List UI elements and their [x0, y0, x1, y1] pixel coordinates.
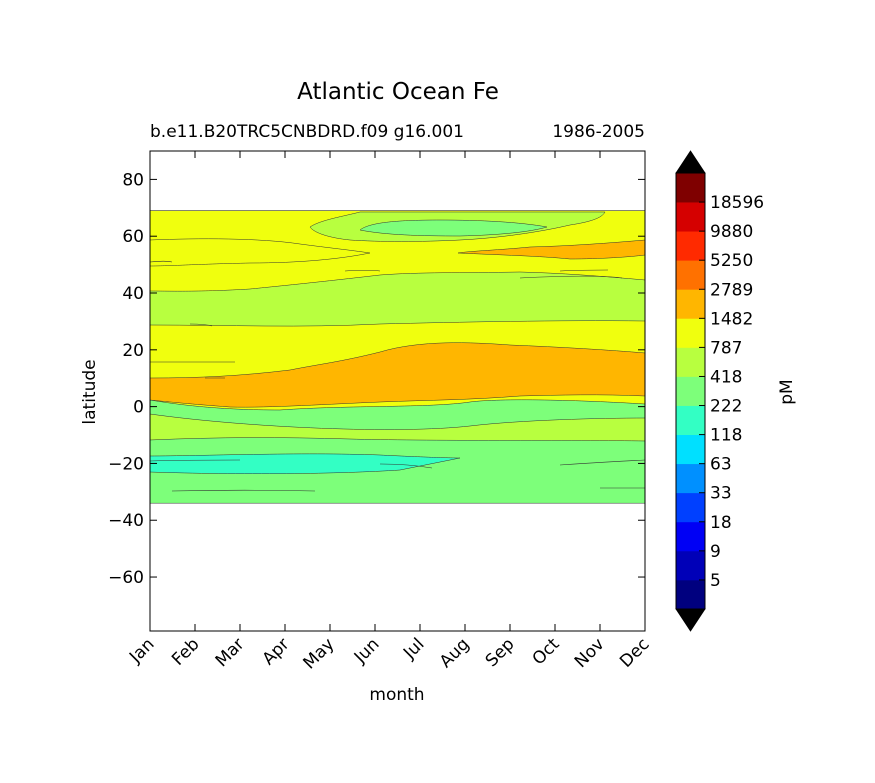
contour-band-tropical-2789 — [150, 342, 645, 408]
chart-subtitle-right: 1986-2005 — [552, 122, 645, 142]
colorbar-tick-label: 18596 — [710, 193, 764, 213]
x-axis-label: month — [369, 685, 424, 705]
x-tick-label: Apr — [259, 634, 294, 669]
contour-band-south-222 — [150, 453, 461, 474]
y-tick-label: 80 — [122, 170, 144, 190]
y-tick-label: −60 — [108, 568, 144, 588]
x-tick-label: Oct — [529, 634, 564, 669]
x-tick-label: Aug — [436, 634, 474, 672]
colorbar: 5 9 18 33 63 118 222 418 787 1482 2789 5250 9880 1859… — [675, 150, 764, 632]
contour-band-east-2789 — [457, 239, 645, 260]
colorbar-label: pM — [777, 379, 797, 404]
contour-band-north-418 — [359, 219, 548, 237]
colorbar-tick-label: 2789 — [710, 280, 753, 300]
plot-frame — [149, 150, 646, 632]
contour-line-s5 — [559, 459, 645, 466]
x-tick-label: Jul — [399, 634, 428, 663]
colorbar-tick-label: 9880 — [710, 222, 753, 242]
y-tick-label: −40 — [108, 511, 144, 531]
contour-line-s1 — [150, 459, 241, 462]
contour-fills — [150, 210, 645, 504]
colorbar-extend-over — [675, 150, 706, 174]
colorbar-segment — [676, 463, 705, 494]
y-axis-label: latitude — [80, 359, 100, 424]
x-tick-label: Sep — [482, 634, 519, 671]
colorbar-segment — [676, 579, 705, 610]
y-tick-label: 0 — [133, 398, 144, 418]
colorbar-segment — [676, 289, 705, 319]
colorbar-segment — [676, 376, 705, 406]
y-tick-label: 60 — [122, 227, 144, 247]
colorbar-segment — [676, 434, 705, 465]
colorbar-tick-label: 18 — [710, 513, 732, 533]
contour-line-n1 — [150, 260, 173, 263]
colorbar-segment — [676, 550, 705, 581]
colorbar-tick-label: 222 — [710, 397, 742, 417]
x-tick-label: Jan — [125, 634, 158, 667]
colorbar-tick-label: 33 — [710, 484, 732, 504]
colorbar-frame — [675, 172, 706, 610]
y-tick-label: −20 — [108, 454, 144, 474]
colorbar-tick-label: 9 — [710, 542, 721, 562]
contour-line-s3 — [379, 463, 433, 469]
colorbar-tick-label: 418 — [710, 367, 742, 387]
contour-line-m1 — [189, 323, 213, 327]
colorbar-segment — [676, 231, 705, 261]
x-tick-label: Jun — [350, 634, 384, 668]
contour-line-n2 — [344, 269, 381, 272]
chart-title: Atlantic Ocean Fe — [297, 79, 499, 105]
x-tick-label: Feb — [168, 634, 203, 669]
colorbar-segment — [676, 492, 705, 523]
y-axis: 80 60 40 20 0 −20 −40 −60 — [108, 170, 645, 588]
contour-line-n4 — [519, 275, 623, 279]
contour-band-midlat-787 — [150, 271, 645, 327]
colorbar-extend-under — [675, 608, 706, 632]
colorbar-tick-label: 5250 — [710, 251, 753, 271]
colorbar-segment — [676, 405, 705, 435]
y-tick-label: 20 — [122, 341, 144, 361]
x-tick-label: May — [300, 634, 339, 673]
colorbar-segment — [676, 202, 705, 232]
contour-line-s2 — [171, 489, 316, 492]
contour-line-n3 — [559, 269, 609, 272]
x-tick-label: Dec — [616, 634, 653, 671]
colorbar-segment — [676, 260, 705, 290]
chart-subtitle-left: b.e11.B20TRC5CNBDRD.f09 g16.001 — [150, 122, 464, 142]
colorbar-segment — [676, 318, 705, 348]
colorbar-tick-label: 1482 — [710, 309, 753, 329]
plot-area: 80 60 40 20 0 −20 −40 −60 Jan Feb Mar Apr May Jun Jul… — [108, 150, 654, 673]
colorbar-tick-label: 5 — [710, 571, 721, 591]
colorbar-segment — [676, 521, 705, 552]
colorbar-segment — [676, 347, 705, 377]
colorbar-tick-label: 118 — [710, 426, 742, 446]
colorbar-segment — [676, 173, 705, 203]
colorbar-tick-label: 787 — [710, 338, 742, 358]
x-tick-label: Mar — [212, 634, 249, 671]
x-tick-label: Nov — [571, 634, 609, 672]
y-tick-label: 40 — [122, 284, 144, 304]
contour-band-west-2789 — [150, 238, 371, 267]
colorbar-tick-label: 63 — [710, 455, 732, 475]
